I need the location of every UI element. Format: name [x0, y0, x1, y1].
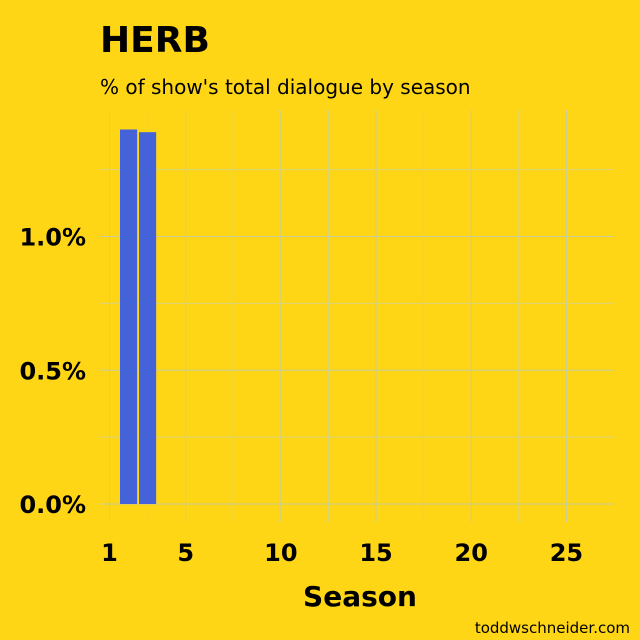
bar-season-2 [119, 129, 138, 504]
y-axis-ticks: 0.0% 0.5% 1.0% [19, 224, 86, 520]
x-axis-title: Season [303, 580, 417, 613]
x-tick-label: 1 [101, 539, 118, 567]
x-tick-label: 15 [359, 539, 392, 567]
grid [100, 110, 614, 522]
x-tick-label: 25 [550, 539, 583, 567]
y-tick-label: 0.0% [19, 491, 86, 519]
y-tick-label: 0.5% [19, 357, 86, 385]
bars [119, 129, 157, 505]
x-tick-label: 5 [177, 539, 194, 567]
x-axis-ticks: 1 5 10 15 20 25 [101, 539, 583, 567]
chart-title: HERB [100, 20, 210, 61]
x-tick-label: 20 [455, 539, 488, 567]
y-tick-label: 1.0% [19, 224, 86, 252]
bar-season-3 [139, 132, 157, 505]
credit-text: toddwschneider.com [475, 619, 630, 637]
chart-subtitle: % of show's total dialogue by season [100, 75, 471, 99]
x-tick-label: 10 [264, 539, 297, 567]
